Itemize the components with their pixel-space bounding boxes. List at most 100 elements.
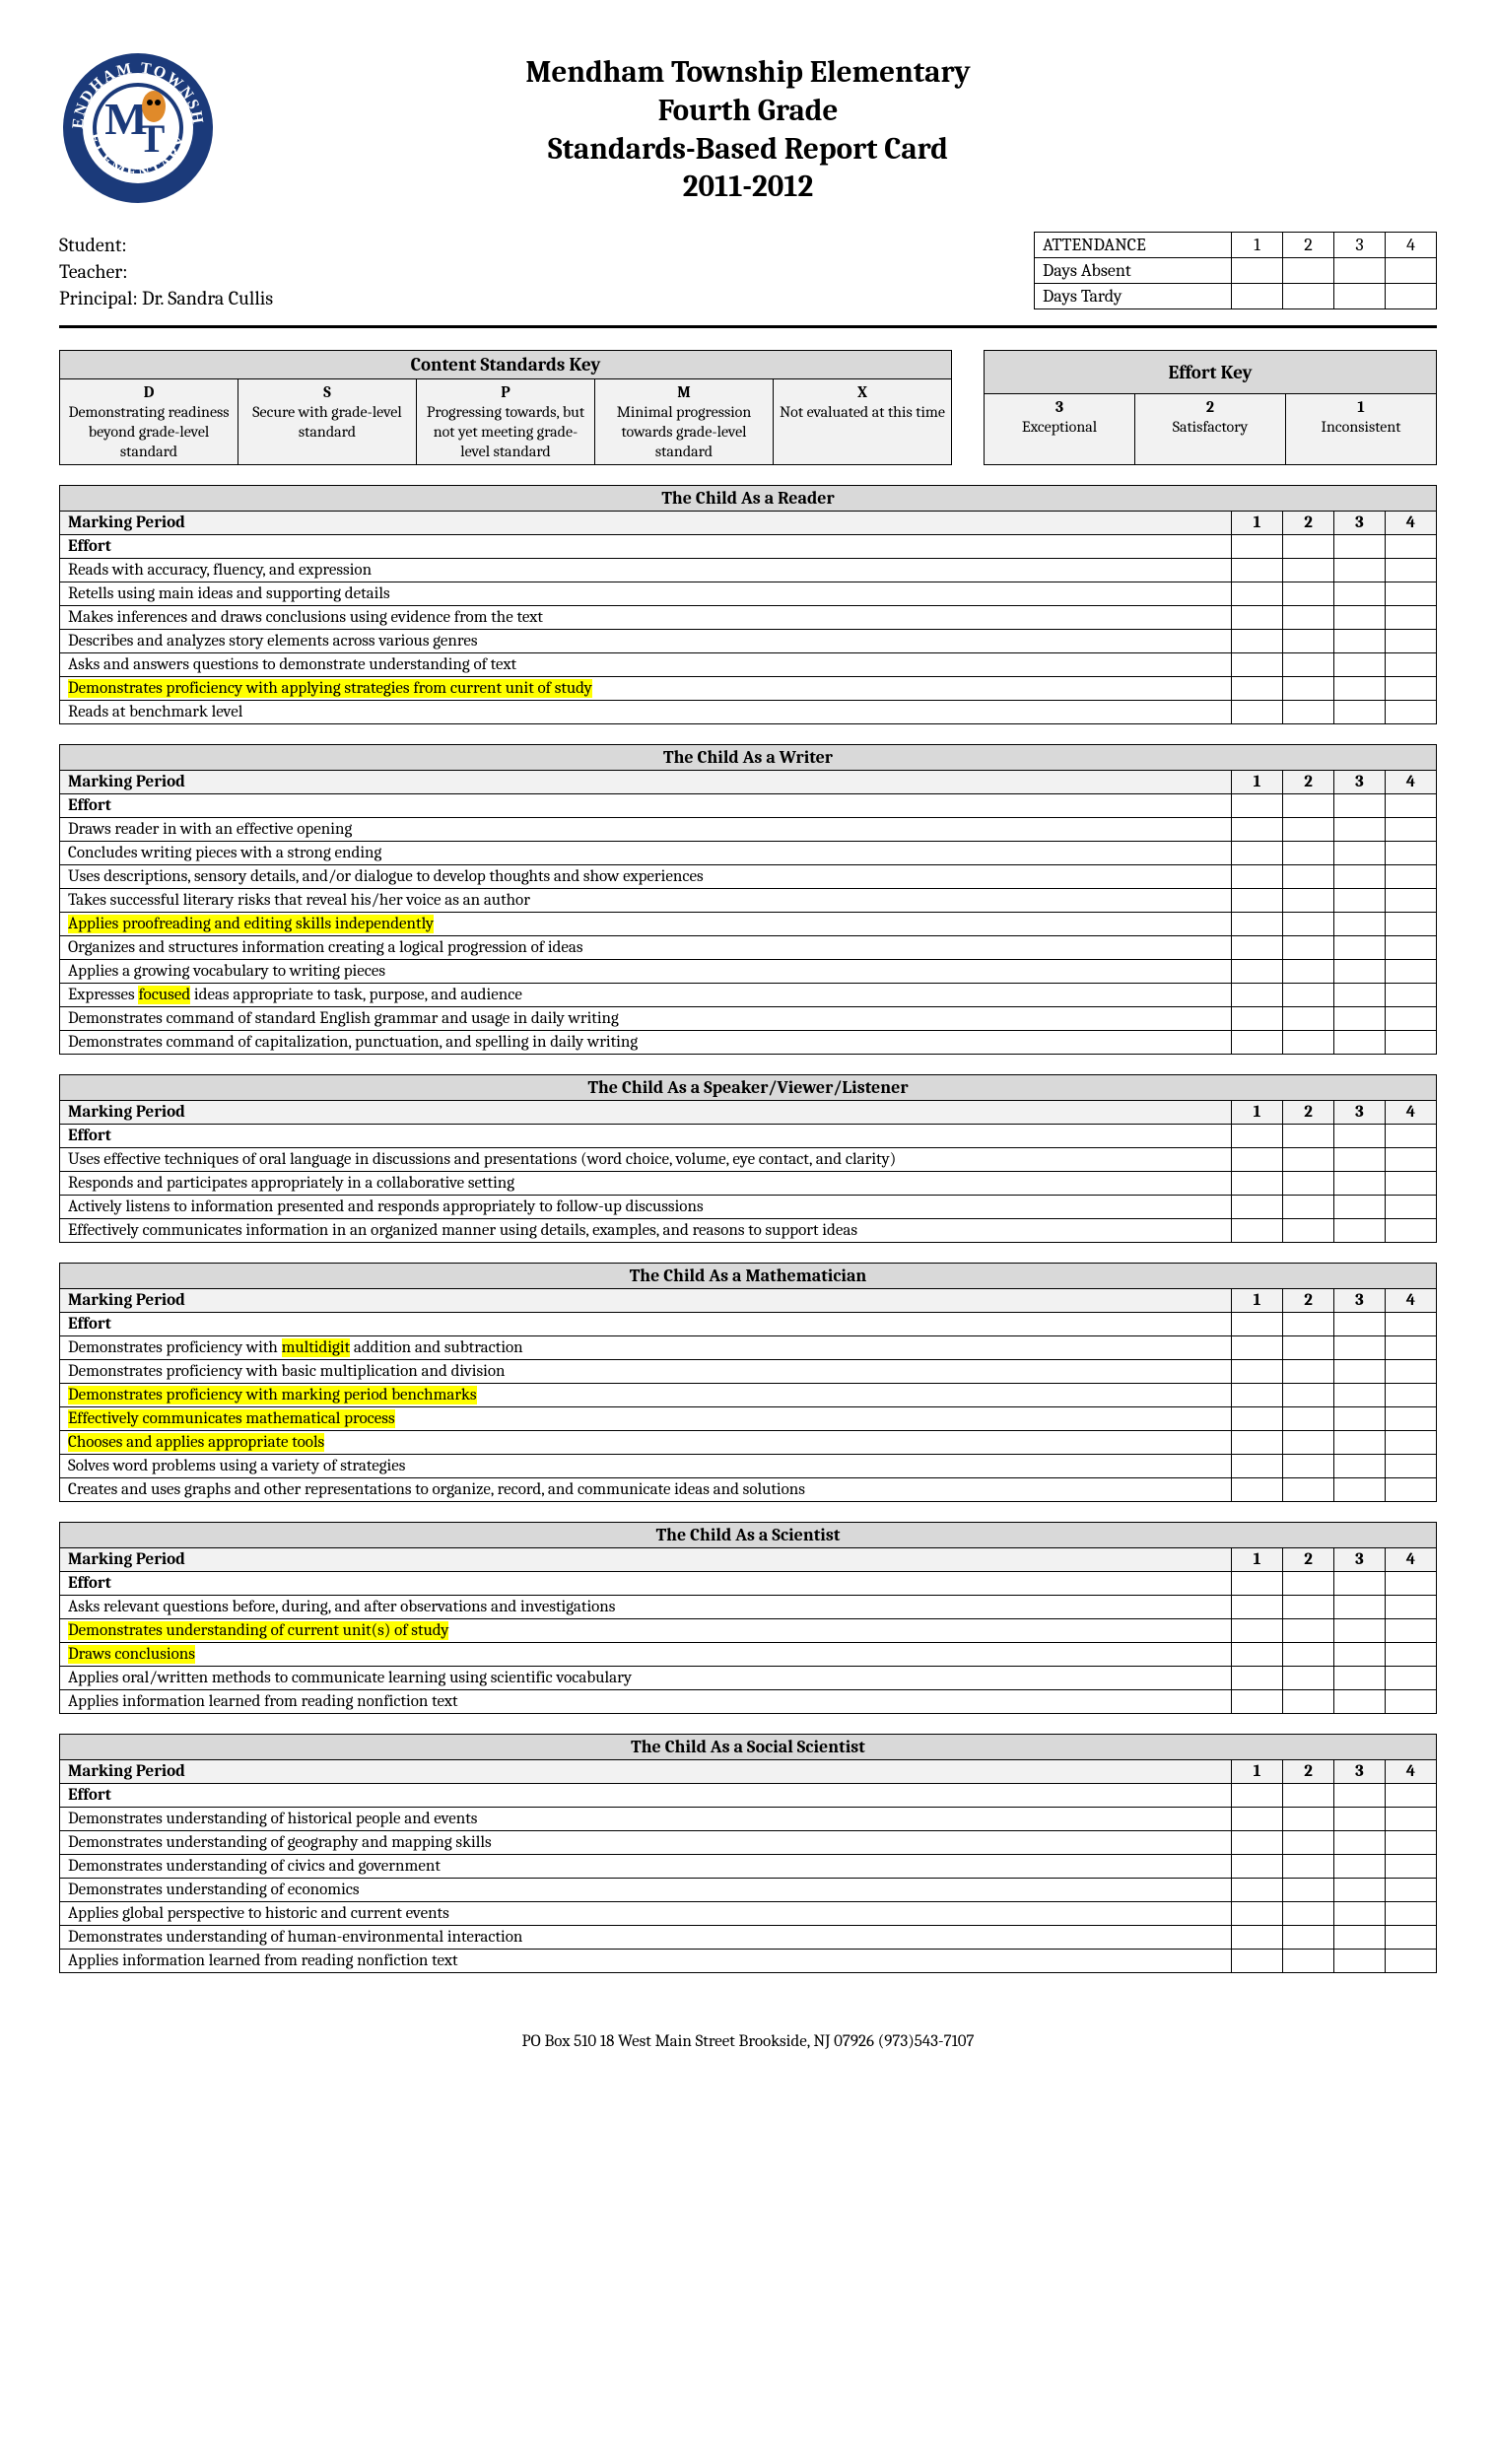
highlighted-text: Demonstrates proficiency with applying s… — [68, 679, 592, 698]
grade-cell — [1283, 960, 1334, 984]
marking-period-label: Marking Period — [60, 1760, 1232, 1784]
grade-cell — [1232, 1031, 1283, 1055]
grade-cell — [1232, 630, 1283, 653]
grade-cell — [1232, 1902, 1283, 1926]
content-standards-key: Content Standards KeyDDemonstrating read… — [59, 350, 952, 465]
effort-cell — [1232, 1572, 1283, 1596]
attendance-cell — [1386, 258, 1437, 284]
keys-row: Content Standards KeyDDemonstrating read… — [59, 350, 1437, 465]
standards-section: The Child As a Social ScientistMarking P… — [59, 1734, 1437, 1973]
grade-cell — [1334, 960, 1386, 984]
grade-cell — [1386, 630, 1437, 653]
grade-cell — [1334, 913, 1386, 936]
standard-description: Uses descriptions, sensory details, and/… — [60, 865, 1232, 889]
grade-cell — [1386, 559, 1437, 582]
grade-cell — [1232, 559, 1283, 582]
attendance-period-2: 2 — [1283, 233, 1334, 258]
grade-cell — [1386, 1219, 1437, 1243]
grade-cell — [1232, 1172, 1283, 1196]
key-desc: Minimal progression towards grade-level … — [617, 403, 752, 460]
grade-cell — [1386, 960, 1437, 984]
grade-cell — [1334, 1690, 1386, 1714]
grade-cell — [1283, 1148, 1334, 1172]
grade-cell — [1232, 1455, 1283, 1478]
grade-cell — [1232, 677, 1283, 701]
effort-cell — [1386, 1784, 1437, 1808]
grade-cell — [1232, 1879, 1283, 1902]
grade-cell — [1334, 1336, 1386, 1360]
period-header: 1 — [1232, 512, 1283, 535]
grade-cell — [1334, 1407, 1386, 1431]
grade-cell — [1232, 1384, 1283, 1407]
grade-cell — [1283, 1926, 1334, 1950]
grade-cell — [1386, 1596, 1437, 1619]
grade-cell — [1386, 1879, 1437, 1902]
grade-cell — [1283, 1902, 1334, 1926]
attendance-table: ATTENDANCE1234Days AbsentDays Tardy — [1034, 232, 1437, 309]
attendance-row-label: Days Absent — [1035, 258, 1232, 284]
standards-table: The Child As a Social ScientistMarking P… — [59, 1734, 1437, 1973]
period-header: 4 — [1386, 1760, 1437, 1784]
standard-description: Demonstrates understanding of historical… — [60, 1808, 1232, 1831]
section-title: The Child As a Mathematician — [60, 1264, 1437, 1289]
grade-cell — [1334, 1950, 1386, 1973]
grade-cell — [1386, 1336, 1437, 1360]
key-cell: SSecure with grade-level standard — [238, 379, 417, 465]
effort-cell — [1283, 794, 1334, 818]
grade-cell — [1232, 1808, 1283, 1831]
grade-cell — [1386, 1690, 1437, 1714]
grade-cell — [1334, 984, 1386, 1007]
grade-cell — [1232, 889, 1283, 913]
grade-cell — [1334, 1478, 1386, 1502]
grade-cell — [1232, 1336, 1283, 1360]
standards-section: The Child As a Speaker/Viewer/ListenerMa… — [59, 1074, 1437, 1243]
marking-period-label: Marking Period — [60, 771, 1232, 794]
school-logo: MENDHAM TOWNSHIP ELEMENTARY M T — [59, 49, 217, 207]
svg-text:T: T — [139, 116, 166, 161]
grade-cell — [1334, 1007, 1386, 1031]
grade-cell — [1334, 865, 1386, 889]
attendance-row-label: Days Tardy — [1035, 284, 1232, 309]
period-header: 3 — [1334, 1101, 1386, 1125]
grade-cell — [1232, 1196, 1283, 1219]
effort-cell — [1232, 535, 1283, 559]
highlighted-text: Chooses and applies appropriate tools — [68, 1433, 324, 1452]
effort-label: Effort — [60, 1313, 1232, 1336]
grade-cell — [1283, 1431, 1334, 1455]
grade-cell — [1232, 1407, 1283, 1431]
grade-cell — [1334, 653, 1386, 677]
grade-cell — [1386, 1455, 1437, 1478]
standards-section: The Child As a ReaderMarking Period1234E… — [59, 485, 1437, 724]
standard-description: Uses effective techniques of oral langua… — [60, 1148, 1232, 1172]
standard-description: Applies global perspective to historic a… — [60, 1902, 1232, 1926]
section-title: The Child As a Scientist — [60, 1523, 1437, 1548]
grade-cell — [1283, 1855, 1334, 1879]
grade-cell — [1386, 1431, 1437, 1455]
grade-cell — [1283, 653, 1334, 677]
highlighted-text: Demonstrates understanding of current un… — [68, 1621, 448, 1640]
grade-cell — [1386, 889, 1437, 913]
standard-description: Demonstrates understanding of geography … — [60, 1831, 1232, 1855]
effort-cell — [1232, 1313, 1283, 1336]
standard-description: Demonstrates understanding of civics and… — [60, 1855, 1232, 1879]
grade-cell — [1283, 1667, 1334, 1690]
grade-cell — [1283, 1407, 1334, 1431]
standards-table: The Child As a ReaderMarking Period1234E… — [59, 485, 1437, 724]
period-header: 2 — [1283, 1548, 1334, 1572]
key-code: 1 — [1292, 397, 1430, 417]
grade-cell — [1386, 606, 1437, 630]
period-header: 4 — [1386, 512, 1437, 535]
teacher-line: Teacher: — [59, 258, 273, 285]
standard-description: Demonstrates proficiency with basic mult… — [60, 1360, 1232, 1384]
grade-cell — [1386, 1855, 1437, 1879]
grade-cell — [1334, 1619, 1386, 1643]
grade-cell — [1283, 606, 1334, 630]
grade-cell — [1334, 1431, 1386, 1455]
effort-cell — [1283, 1572, 1334, 1596]
student-line: Student: — [59, 232, 273, 258]
grade-cell — [1232, 1926, 1283, 1950]
grade-cell — [1232, 1596, 1283, 1619]
effort-cell — [1283, 1125, 1334, 1148]
grade-cell — [1232, 606, 1283, 630]
grade-cell — [1283, 1831, 1334, 1855]
